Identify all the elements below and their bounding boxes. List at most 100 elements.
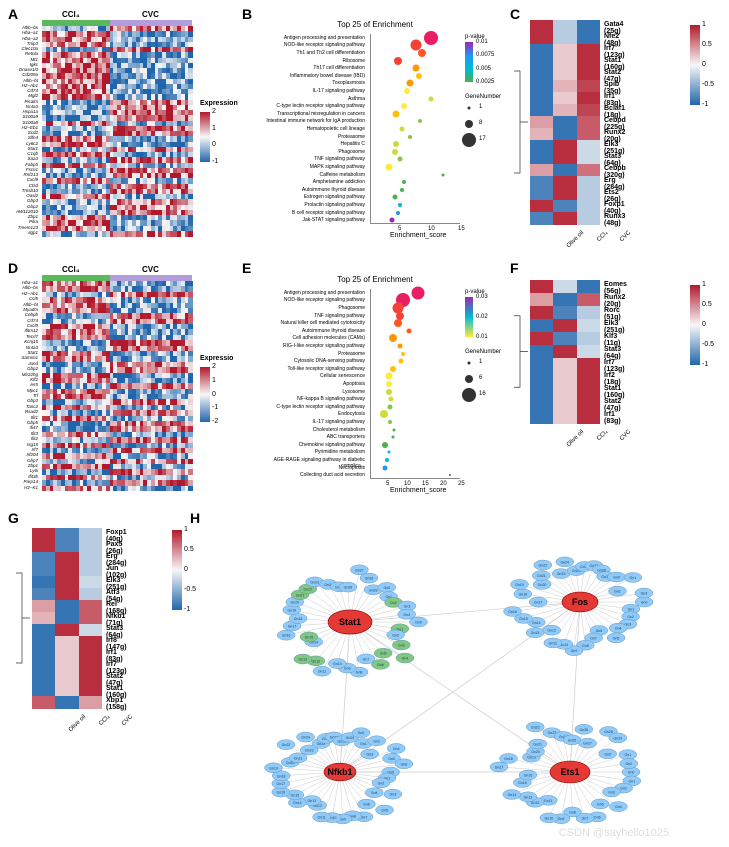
- tf-cell: [577, 80, 601, 93]
- cond-cvc-D: CVC: [142, 265, 159, 274]
- enrichment-dot: [407, 80, 414, 87]
- size-legend-dot: [465, 120, 473, 128]
- tf-cell: [55, 576, 79, 589]
- tf-cell: [79, 672, 103, 685]
- node-label: Gn26: [344, 586, 353, 590]
- node-label: Gn6: [401, 762, 408, 766]
- node-label: Gn28: [604, 730, 613, 734]
- enrichment-dot: [386, 373, 393, 380]
- dendrogram: [512, 20, 530, 224]
- node-label: Gn14: [293, 801, 302, 805]
- genenumber-legend-title: GeneNumber: [465, 94, 501, 100]
- tf-cell: [577, 384, 601, 398]
- enrichment-label: Th17 cell differentiation: [251, 65, 365, 71]
- enrichment-dot: [386, 381, 392, 387]
- gene-label: Irf7: [10, 447, 38, 452]
- xtick: 5: [386, 481, 389, 487]
- gene-label: Rnf213: [10, 172, 38, 177]
- size-legend-dot: [468, 107, 471, 110]
- node-label: Gn23: [310, 580, 319, 584]
- tf-cell: [530, 332, 554, 346]
- tf-label: Rorc (51g): [604, 307, 621, 321]
- gene-label: Dnase1l3: [10, 67, 38, 72]
- enrichment-label: Estrogen signaling pathway: [251, 194, 365, 200]
- tf-label: Eomes (56g): [604, 281, 627, 295]
- expr-title-A: Expression: [200, 100, 238, 107]
- colorbar-C: 10.50-0.5-1: [690, 25, 700, 105]
- enrichment-label: Toll-like receptor signaling pathway: [251, 366, 365, 372]
- tf-cell: [530, 188, 554, 201]
- tf-label: Runx3 (48g): [604, 213, 625, 227]
- gene-label: Retnla: [10, 51, 38, 56]
- enrichment-label: C-type lectin receptor signaling pathway: [251, 404, 365, 410]
- gene-label: Tanc2: [10, 404, 38, 409]
- watermark: CSDN @sayhello1025: [559, 827, 669, 839]
- heatmap-A: CCl₄ CVC Hbb−bsHba−a1Hba−a2Tnip3Clec10aR…: [42, 20, 192, 236]
- node-label: Gn5: [597, 802, 604, 806]
- node-label: Gn2: [620, 787, 627, 791]
- heatmap-D-body: Hba−a1Hbb−bsH2−Ab1Ccl5Hbb−btMyadmCebpbCd…: [42, 281, 192, 491]
- enrichment-dot: [386, 164, 393, 171]
- node-label: Gn2: [378, 781, 385, 785]
- gene-label: Zbp1: [10, 214, 38, 219]
- enrichment-dot: [401, 352, 405, 356]
- tf-cell: [530, 32, 554, 45]
- tf-cell: [32, 600, 56, 613]
- hub-label: Ets1: [560, 767, 579, 777]
- tf-cell: [55, 684, 79, 697]
- tf-cell: [55, 540, 79, 553]
- tf-label: Irf2 (18g): [604, 372, 621, 386]
- hub-label: Nfkb1: [327, 767, 352, 777]
- node-label: Gn27: [583, 742, 592, 746]
- enrichment-dot: [401, 103, 407, 109]
- node-label: Gn4: [403, 613, 410, 617]
- node-label: Gn15: [519, 617, 528, 621]
- tf-cell: [530, 140, 554, 153]
- node-label: Gn20: [531, 750, 540, 754]
- tf-label: Stat2 (47g): [604, 398, 621, 412]
- gene-label: Ctsd: [10, 183, 38, 188]
- pvalue-tick: 0.0025: [476, 79, 494, 85]
- gene-label: Oasl2: [10, 193, 38, 198]
- node-label: Gn3: [608, 790, 615, 794]
- enrichment-dot: [388, 451, 391, 454]
- enrichment-label: Cell adhesion molecules (CAMs): [251, 335, 365, 341]
- tf-cell: [553, 345, 577, 359]
- node-label: Gn7: [582, 817, 589, 821]
- tf-heatmap-G: Foxp1 (40g)Pax5 (26g)Erg (284g)Jun (102g…: [32, 528, 102, 708]
- enrichment-label: NF-kappa B signaling pathway: [251, 396, 365, 402]
- node-label: Gn7: [590, 636, 597, 640]
- enrichment-label: Cellular senescence: [251, 373, 365, 379]
- node-label: Gn20: [538, 583, 547, 587]
- tf-cell: [79, 540, 103, 553]
- enrichment-dot: [385, 458, 389, 462]
- enrichment-label: IL-17 signaling pathway: [251, 419, 365, 425]
- enrichment-dot: [411, 286, 424, 299]
- tf-cell: [530, 116, 554, 129]
- size-legend-dot: [468, 362, 471, 365]
- node-label: Gn20: [290, 601, 299, 605]
- pvalue-tick: 0.01: [476, 334, 488, 340]
- pvalue-gradient: [465, 297, 473, 337]
- gene-label: Fabp5: [10, 162, 38, 167]
- tf-cell: [530, 358, 554, 372]
- pvalue-tick: 0.03: [476, 294, 488, 300]
- gene-label: Tecrl7: [10, 334, 38, 339]
- tf-cell: [530, 397, 554, 411]
- enrichment-dot: [394, 319, 402, 327]
- tf-cell: [553, 410, 577, 424]
- node-label: Gn11: [318, 670, 326, 674]
- node-label: Gn14: [508, 793, 517, 797]
- enrichment-dot: [389, 334, 397, 342]
- tf-cell: [553, 358, 577, 372]
- node-label: Gn18: [504, 757, 513, 761]
- node-label: Gn5: [388, 757, 395, 761]
- node-label: Gn15: [305, 635, 314, 639]
- node-label: Gn2: [614, 590, 621, 594]
- gene-label: Klf2: [10, 377, 38, 382]
- tf-cell: [530, 152, 554, 165]
- expr-title-D: Expressio: [200, 355, 233, 362]
- gene-label: Ifi47: [10, 425, 38, 430]
- node-label: Gn26: [580, 728, 589, 732]
- gene-label: Ifit2: [10, 436, 38, 441]
